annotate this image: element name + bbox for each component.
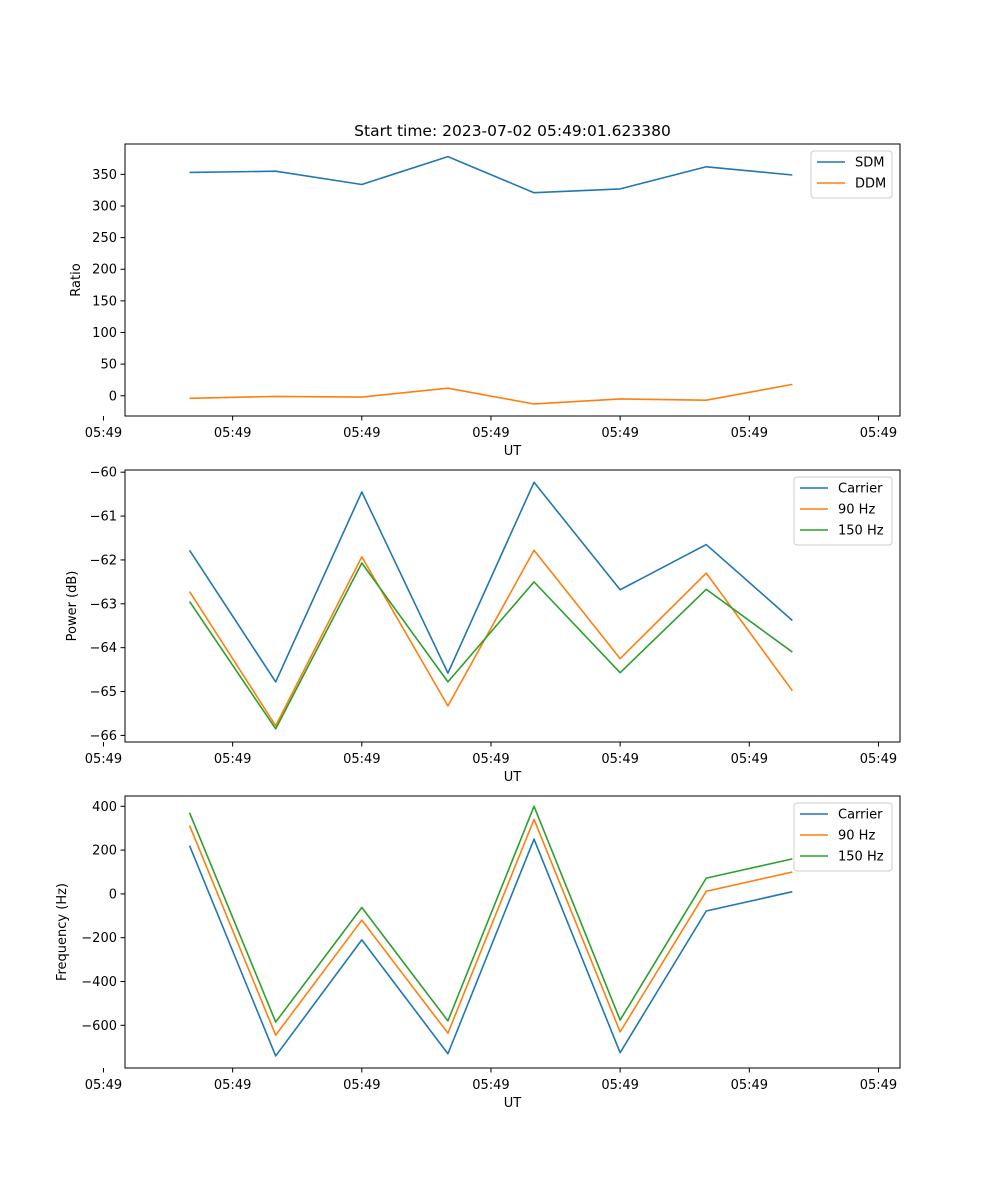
y-tick-label: −400 [81,975,117,990]
series-lines [189,155,793,405]
legend-label-carrier: Carrier [838,482,883,497]
x-tick-label: 05:49 [601,752,638,767]
y-tick-label: −63 [90,597,117,612]
x-tick-label: 05:49 [731,1078,768,1093]
y-tick-label: −200 [81,931,117,946]
x-tick-label: 05:49 [731,752,768,767]
x-tick-label: 05:49 [214,752,251,767]
x-tick-label: 05:49 [472,1078,509,1093]
y-tick-label: 250 [92,231,117,246]
charts: Start time: 2023-07-02 05:49:01.62338005… [55,122,901,1111]
y-tick-label: 300 [92,199,117,214]
y-tick-label: 150 [92,294,117,309]
legend-label-90-hz: 90 Hz [838,829,875,844]
x-tick-label: 05:49 [343,426,380,441]
legend-label-90-hz: 90 Hz [838,503,875,518]
y-tick-label: 0 [109,887,117,902]
legend-label-sdm: SDM [855,156,884,171]
x-tick-label: 05:49 [85,1078,122,1093]
x-tick-label: 05:49 [860,426,897,441]
y-tick-label: 0 [109,389,117,404]
y-tick-label: −66 [90,729,117,744]
series-line-sdm [189,155,793,194]
legend: Carrier 90 Hz 150 Hz [793,802,893,872]
chart-title: Start time: 2023-07-02 05:49:01.623380 [354,122,671,140]
y-tick-label: −61 [90,510,117,525]
x-axis-label: UT [504,444,522,459]
y-tick-label: 400 [92,800,117,815]
axes-frame [124,469,901,743]
x-tick-label: 05:49 [860,1078,897,1093]
x-tick-label: 05:49 [601,426,638,441]
legend: Carrier 90 Hz 150 Hz [793,476,893,546]
y-axis-label: Frequency (Hz) [55,883,70,981]
x-tick-label: 05:49 [860,752,897,767]
y-tick-label: −60 [90,466,117,481]
legend-box [793,476,893,546]
x-tick-label: 05:49 [601,1078,638,1093]
x-tick-label: 05:49 [214,426,251,441]
legend-label-150-hz: 150 Hz [838,850,884,865]
series-line-90-hz [188,818,793,1036]
series-line-150-hz [188,562,793,730]
legend: SDM DDM [810,150,893,199]
y-axis-label: Power (dB) [65,571,80,642]
legend-label-150-hz: 150 Hz [838,524,884,539]
legend-box [793,802,893,872]
chart-panel-1: Start time: 2023-07-02 05:49:01.62338005… [69,122,901,459]
y-tick-label: −65 [90,685,117,700]
axes-frame [124,795,901,1069]
x-tick-label: 05:49 [472,752,509,767]
x-tick-label: 05:49 [472,426,509,441]
chart-panel-3: 05:49 05:49 05:49 05:49 05:49 05:49 05:49 400 20… [55,795,901,1111]
y-tick-label: 50 [100,358,117,373]
x-tick-label: 05:49 [214,1078,251,1093]
y-tick-label: −600 [81,1019,117,1034]
y-tick-label: 350 [92,168,117,183]
y-tick-label: −62 [90,553,117,568]
series-line-carrier [188,481,793,683]
x-tick-label: 05:49 [85,752,122,767]
y-tick-label: −64 [90,641,117,656]
series-line-ddm [189,383,793,405]
series-line-90-hz [188,549,794,727]
x-tick-label: 05:49 [85,426,122,441]
series-lines [188,481,794,730]
chart-panel-2: 05:49 05:49 05:49 05:49 05:49 05:49 05:49 −60 −6… [65,466,901,785]
x-tick-label: 05:49 [731,426,768,441]
series-line-150-hz [188,805,793,1023]
axes-frame [124,143,901,417]
x-axis-label: UT [504,1096,522,1111]
x-tick-label: 05:49 [343,752,380,767]
series-line-carrier [188,838,793,1057]
legend-label-carrier: Carrier [838,808,883,823]
series-lines [188,805,793,1057]
y-tick-label: 100 [92,326,117,341]
y-axis-label: Ratio [69,263,84,296]
x-tick-label: 05:49 [343,1078,380,1093]
legend-label-ddm: DDM [855,177,886,192]
y-tick-label: 200 [92,844,117,859]
x-axis-label: UT [504,770,522,785]
y-tick-label: 200 [92,263,117,278]
